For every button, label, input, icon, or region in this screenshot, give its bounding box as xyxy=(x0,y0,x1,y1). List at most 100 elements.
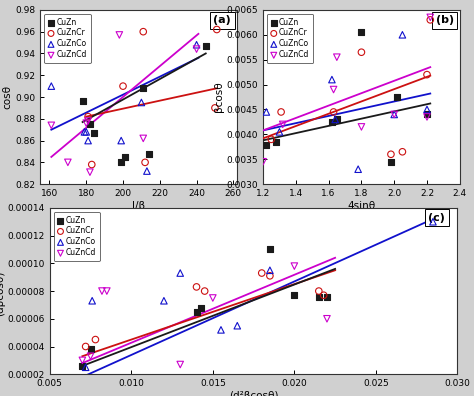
CuZn xyxy=(263,142,270,148)
CuZnCd xyxy=(333,54,341,60)
CuZnCr xyxy=(211,105,219,111)
CuZnCo xyxy=(47,83,55,89)
CuZnCo xyxy=(266,267,273,273)
X-axis label: 4sinθ: 4sinθ xyxy=(347,201,375,211)
CuZnCo xyxy=(399,32,406,38)
CuZnCd xyxy=(79,357,86,364)
CuZn xyxy=(202,43,210,49)
CuZnCr xyxy=(315,288,323,294)
CuZnCr xyxy=(201,288,209,294)
CuZn xyxy=(145,150,153,157)
CuZn xyxy=(90,130,97,136)
CuZnCo xyxy=(355,166,362,172)
CuZnCo xyxy=(276,129,283,135)
CuZnCd xyxy=(259,158,267,165)
CuZnCo xyxy=(137,99,145,106)
CuZnCo xyxy=(160,298,168,304)
CuZn xyxy=(118,159,125,166)
CuZnCo xyxy=(429,219,437,225)
CuZnCd xyxy=(323,316,331,322)
CuZnCd xyxy=(330,86,337,93)
CuZnCr xyxy=(399,148,406,155)
CuZnCr xyxy=(193,284,201,290)
CuZnCd xyxy=(279,121,287,128)
CuZnCr xyxy=(358,49,365,55)
CuZnCd xyxy=(116,32,123,38)
CuZn xyxy=(198,305,205,311)
CuZnCr xyxy=(119,83,127,89)
CuZnCd xyxy=(358,124,365,130)
CuZnCo xyxy=(193,42,201,48)
CuZnCr xyxy=(258,270,265,276)
CuZnCr xyxy=(82,343,90,350)
CuZn xyxy=(291,292,298,299)
CuZnCo xyxy=(391,111,398,118)
CuZnCd xyxy=(291,263,298,269)
CuZnCr xyxy=(320,292,328,299)
CuZnCr xyxy=(427,17,434,23)
CuZnCr xyxy=(330,109,337,115)
Text: (a): (a) xyxy=(213,15,231,25)
CuZn xyxy=(86,121,94,128)
Legend: CuZn, CuZnCr, CuZnCo, CuZnCd: CuZn, CuZnCr, CuZnCo, CuZnCd xyxy=(54,212,100,261)
CuZnCo xyxy=(263,109,270,115)
CuZnCo xyxy=(118,137,125,144)
CuZnCd xyxy=(423,114,431,120)
CuZn xyxy=(394,94,401,100)
Text: (b): (b) xyxy=(436,15,454,25)
CuZnCd xyxy=(103,288,110,294)
CuZnCd xyxy=(84,118,92,124)
CuZnCr xyxy=(84,113,92,120)
CuZnCr xyxy=(91,336,99,343)
CuZnCd xyxy=(176,361,184,367)
Y-axis label: (dβcosθ)²: (dβcosθ)² xyxy=(0,266,5,316)
CuZnCd xyxy=(47,122,55,128)
CuZnCo xyxy=(331,116,339,123)
CuZnCd xyxy=(427,14,434,21)
CuZnCd xyxy=(98,288,106,294)
CuZn xyxy=(328,119,336,125)
CuZnCr xyxy=(266,272,273,279)
CuZn xyxy=(423,111,431,118)
CuZnCo xyxy=(234,322,241,329)
CuZnCr xyxy=(213,26,220,32)
CuZn xyxy=(323,293,331,300)
CuZn xyxy=(273,139,280,145)
CuZn xyxy=(193,309,201,315)
Y-axis label: cosθ: cosθ xyxy=(2,85,12,109)
CuZnCo xyxy=(176,270,184,276)
CuZn xyxy=(139,85,147,91)
CuZn xyxy=(333,116,341,123)
CuZnCo xyxy=(423,106,431,112)
CuZnCr xyxy=(423,71,431,78)
CuZnCd xyxy=(86,169,94,175)
CuZnCd xyxy=(391,111,398,118)
CuZnCd xyxy=(209,295,217,301)
CuZnCo xyxy=(82,364,90,371)
CuZnCd xyxy=(87,353,94,360)
CuZnCr xyxy=(387,151,395,158)
Legend: CuZn, CuZnCr, CuZnCo, CuZnCd: CuZn, CuZnCr, CuZnCo, CuZnCd xyxy=(267,14,313,63)
CuZn xyxy=(79,363,86,369)
CuZn xyxy=(266,246,273,253)
CuZnCr xyxy=(141,159,149,166)
CuZnCo xyxy=(84,137,92,144)
CuZnCd xyxy=(82,120,90,126)
CuZn xyxy=(387,158,395,165)
CuZnCd xyxy=(139,135,147,141)
CuZnCo xyxy=(328,76,336,83)
X-axis label: (d²βcosθ): (d²βcosθ) xyxy=(229,391,278,396)
CuZnCo xyxy=(88,298,96,304)
Legend: CuZn, CuZnCr, CuZnCo, CuZnCd: CuZn, CuZnCr, CuZnCo, CuZnCd xyxy=(44,14,91,63)
CuZnCr xyxy=(88,161,96,168)
CuZnCo xyxy=(81,129,88,135)
CuZnCo xyxy=(143,168,151,174)
Text: (c): (c) xyxy=(428,213,445,223)
CuZnCd xyxy=(193,46,201,52)
CuZn xyxy=(315,293,323,300)
Y-axis label: βcosθ: βcosθ xyxy=(214,82,224,112)
CuZnCr xyxy=(277,109,285,115)
CuZn xyxy=(87,346,94,352)
CuZnCo xyxy=(82,129,90,135)
CuZnCd xyxy=(64,159,72,166)
